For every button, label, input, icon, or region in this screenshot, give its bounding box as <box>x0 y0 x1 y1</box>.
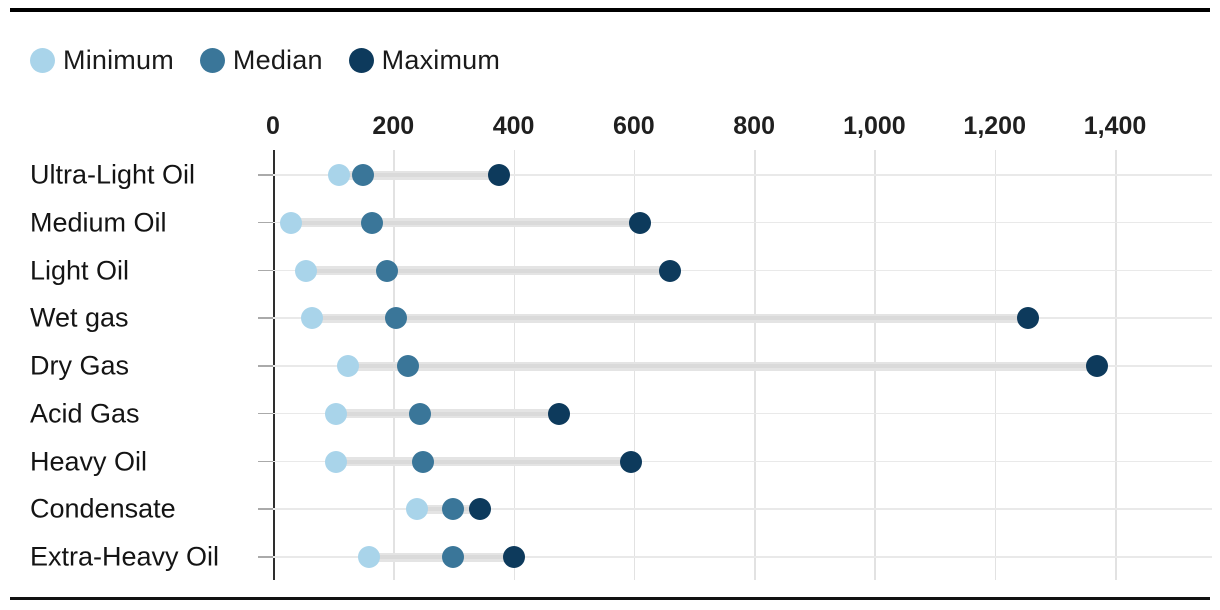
dot-maximum <box>658 259 681 282</box>
dot-maximum <box>628 211 651 234</box>
legend-label-maximum: Maximum <box>381 45 501 75</box>
x-tick-label: 600 <box>612 112 655 140</box>
category-label: Condensate <box>30 493 176 524</box>
dot-minimum <box>325 402 348 425</box>
row-tick <box>258 460 273 462</box>
median-dot-icon <box>199 48 225 73</box>
dot-maximum <box>619 450 642 473</box>
range-band-core <box>312 316 1028 321</box>
row-tick <box>258 556 273 558</box>
row-tick <box>258 174 273 176</box>
x-tick-label: 800 <box>733 112 775 140</box>
legend-item-maximum: Maximum <box>348 45 501 76</box>
range-band-core <box>336 411 559 416</box>
dot-minimum <box>358 546 381 568</box>
maximum-dot-icon <box>348 48 374 73</box>
row-tick <box>258 269 273 271</box>
dot-maximum <box>1085 355 1108 377</box>
category-label: Dry Gas <box>30 350 130 381</box>
dot-median <box>397 355 420 377</box>
dot-median <box>361 211 384 234</box>
range-band-core <box>336 459 631 464</box>
dot-maximum <box>469 498 492 521</box>
row-tick <box>258 412 273 415</box>
category-label: Medium Oil <box>30 207 167 238</box>
category-label: Heavy Oil <box>30 446 148 476</box>
dot-median <box>352 164 375 186</box>
x-tick-label: 1,200 <box>963 112 1026 140</box>
legend-item-minimum: Minimum <box>30 45 174 76</box>
range-band-core <box>348 364 1097 368</box>
dot-minimum <box>406 498 429 521</box>
row-line <box>273 412 1212 415</box>
dot-minimum <box>337 355 360 377</box>
category-label: Light Oil <box>30 255 130 285</box>
row-line <box>273 556 1212 558</box>
legend-item-median: Median <box>199 45 323 76</box>
dot-median <box>409 402 432 425</box>
dot-minimum <box>328 164 351 186</box>
row-line <box>273 174 1212 176</box>
dot-median <box>376 259 399 282</box>
dot-median <box>412 450 435 473</box>
dot-minimum <box>325 450 348 473</box>
range-band-core <box>291 220 640 225</box>
row-line <box>273 269 1212 271</box>
category-label: Acid Gas <box>30 398 140 429</box>
range-band-core <box>339 173 499 177</box>
row-tick <box>258 508 273 510</box>
legend-label-median: Median <box>232 45 323 75</box>
row-tick <box>258 365 273 367</box>
dot-maximum <box>1016 307 1039 330</box>
dot-median <box>385 307 408 330</box>
legend: Minimum Median Maximum <box>30 45 500 76</box>
range-band-core <box>306 268 670 273</box>
row-line <box>273 460 1212 462</box>
category-label: Extra-Heavy Oil <box>30 541 220 572</box>
category-label: Wet gas <box>30 302 129 333</box>
row-line <box>273 221 1212 224</box>
dot-minimum <box>301 307 324 330</box>
bottom-border-rule <box>10 597 1210 600</box>
dot-maximum <box>547 402 570 425</box>
dot-minimum <box>280 211 303 234</box>
legend-label-minimum: Minimum <box>63 45 174 75</box>
row-tick <box>258 317 273 319</box>
top-border-rule <box>10 8 1210 12</box>
x-tick-label: 200 <box>372 112 415 140</box>
dot-minimum <box>295 259 318 282</box>
x-tick-label: 0 <box>266 112 280 140</box>
dot-median <box>442 546 465 568</box>
range-band-core <box>369 555 514 559</box>
dot-median <box>442 498 465 521</box>
minimum-dot-icon <box>30 48 55 73</box>
x-tick-label: 1,000 <box>843 112 906 140</box>
x-tick-label: 1,400 <box>1083 112 1147 140</box>
dot-maximum <box>502 546 525 568</box>
category-label: Ultra-Light Oil <box>30 159 196 190</box>
dot-maximum <box>487 164 510 186</box>
row-line <box>273 508 1212 510</box>
row-tick <box>258 221 273 224</box>
x-tick-label: 400 <box>492 112 535 140</box>
